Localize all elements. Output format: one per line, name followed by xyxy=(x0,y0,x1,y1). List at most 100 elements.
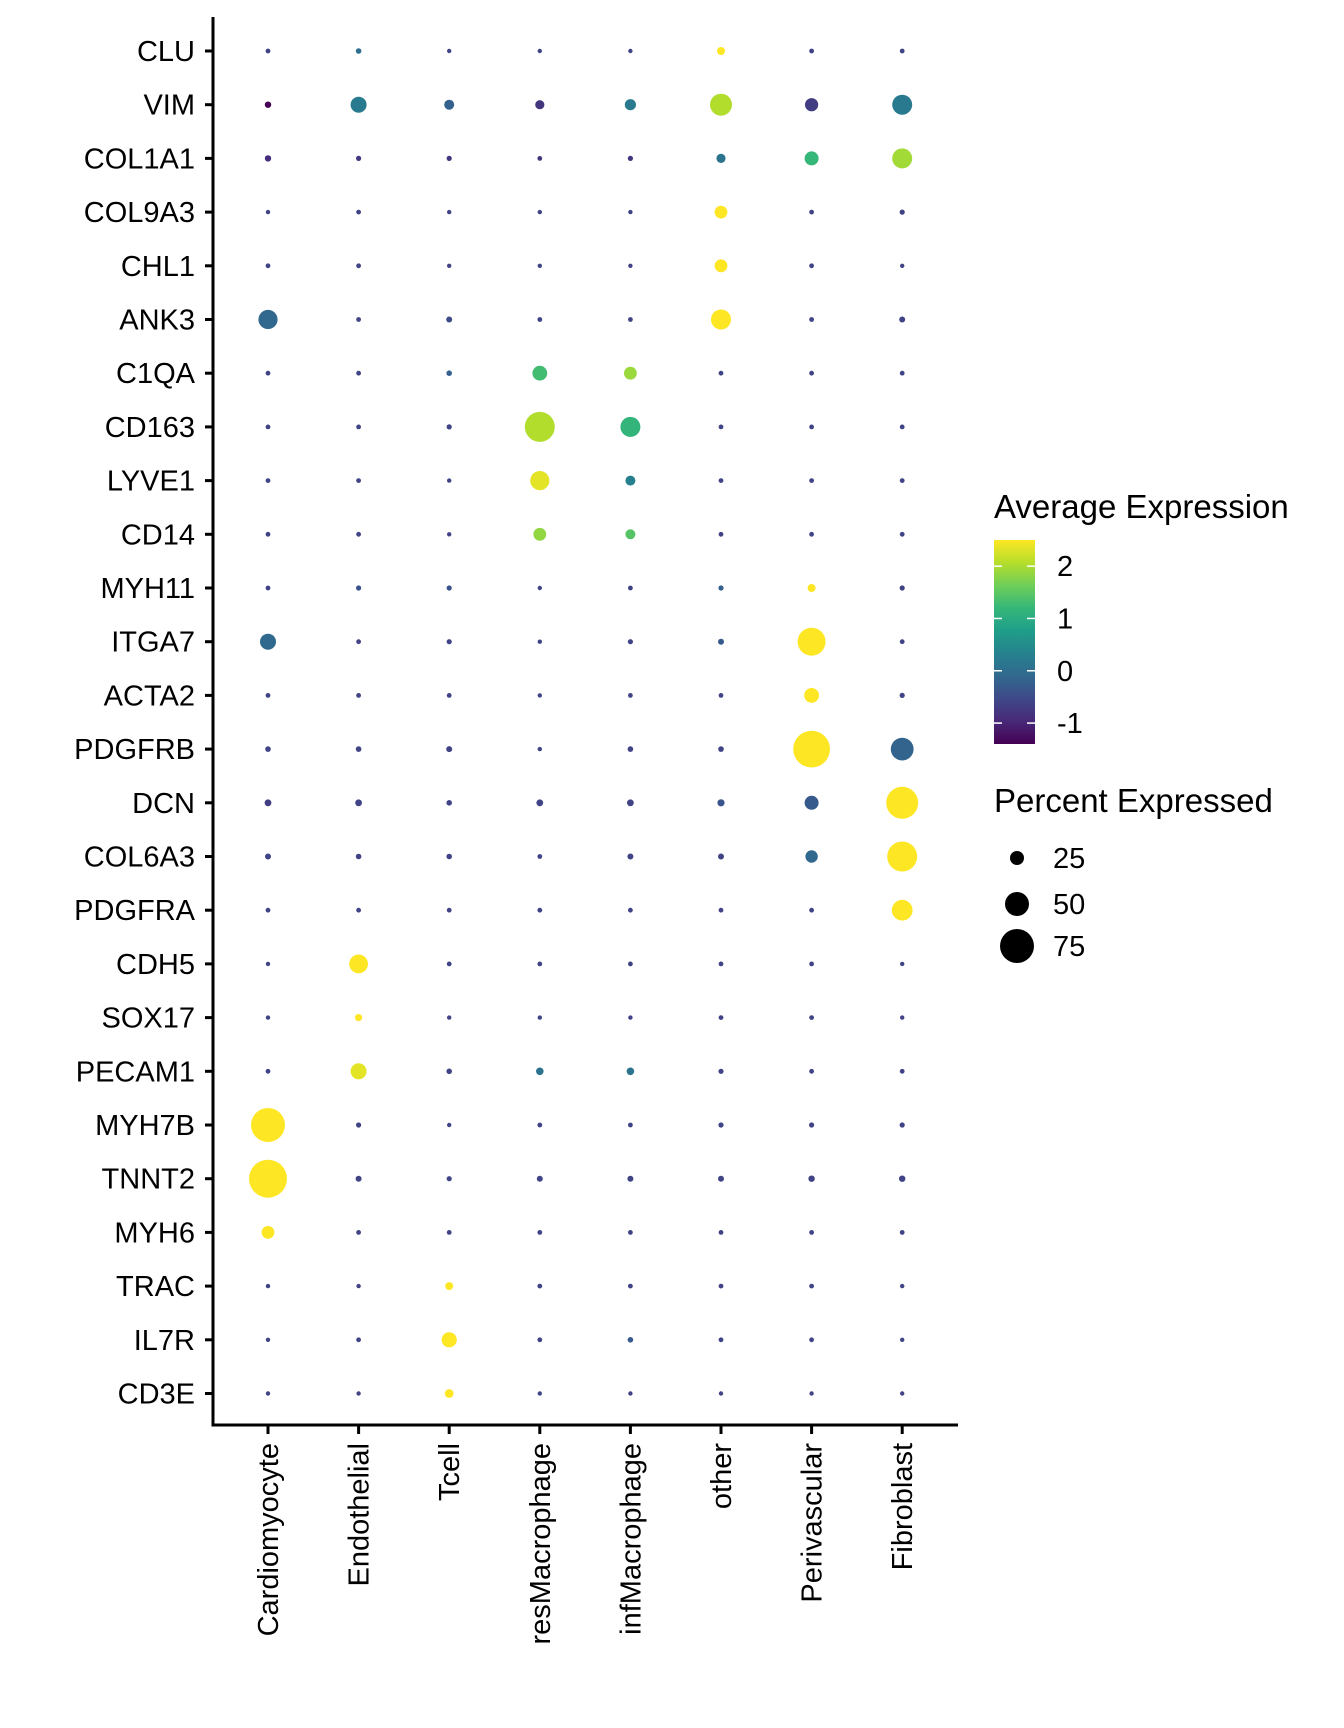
dot-PDGFRB-Cardiomyocyte xyxy=(265,746,271,752)
y-tick-label: LYVE1 xyxy=(107,466,195,498)
dot-CD3E-Cardiomyocyte xyxy=(265,1391,271,1396)
x-axis-ticks: Cardiomyocyte Endothelial Tcell resMacropha… xyxy=(253,1425,919,1645)
dot-CD163-resMacrophage xyxy=(524,411,555,442)
dot-CLU-Fibroblast xyxy=(899,48,905,54)
dot-SOX17-infMacrophage xyxy=(628,1015,633,1020)
dot-ACTA2-resMacrophage xyxy=(537,693,542,698)
dot-CDH5-resMacrophage xyxy=(537,961,543,967)
y-tick-label: MYH11 xyxy=(100,573,195,605)
dot-IL7R-other xyxy=(718,1337,724,1343)
dot-PECAM1-Perivascular xyxy=(809,1068,814,1074)
y-tick-label: PECAM1 xyxy=(76,1056,195,1088)
size-legend-dot xyxy=(1000,929,1034,963)
dot-CD14-Cardiomyocyte xyxy=(265,531,271,537)
dot-MYH7B-Cardiomyocyte xyxy=(251,1108,285,1142)
dot-CHL1-Perivascular xyxy=(809,263,814,269)
dot-TRAC-Cardiomyocyte xyxy=(265,1283,271,1289)
colorbar-tick-label: -1 xyxy=(1057,708,1083,740)
dot-COL1A1-Tcell xyxy=(446,155,452,161)
dot-COL9A3-Tcell xyxy=(447,209,452,215)
dot-PECAM1-Endothelial xyxy=(350,1063,367,1080)
dot-PECAM1-resMacrophage xyxy=(536,1067,544,1076)
dot-CD3E-resMacrophage xyxy=(537,1391,542,1396)
dot-CD163-Fibroblast xyxy=(899,424,905,430)
dot-TNNT2-Fibroblast xyxy=(899,1175,906,1182)
x-tick-label: Perivascular xyxy=(797,1443,829,1603)
dot-SOX17-Tcell xyxy=(447,1015,452,1020)
dot-CLU-Perivascular xyxy=(809,48,814,54)
dot-MYH7B-infMacrophage xyxy=(628,1122,633,1128)
dot-DCN-infMacrophage xyxy=(627,799,634,807)
dot-TNNT2-Cardiomyocyte xyxy=(249,1159,287,1198)
dot-CD14-resMacrophage xyxy=(533,527,547,541)
y-tick-label: DCN xyxy=(132,788,195,820)
size-legend: Percent Expressed 25 50 75 xyxy=(994,782,1273,963)
y-tick-label: CD163 xyxy=(105,412,195,444)
dot-DCN-Fibroblast xyxy=(886,786,919,819)
dot-CDH5-infMacrophage xyxy=(628,961,633,967)
dot-SOX17-Cardiomyocyte xyxy=(265,1015,271,1020)
colorbar xyxy=(994,540,1035,744)
dot-TRAC-Fibroblast xyxy=(900,1283,905,1289)
dot-ANK3-infMacrophage xyxy=(628,317,633,322)
dot-LYVE1-other xyxy=(718,478,724,483)
dot-MYH6-infMacrophage xyxy=(628,1230,633,1235)
dot-PECAM1-Fibroblast xyxy=(899,1068,905,1074)
x-tick-label: Tcell xyxy=(434,1443,466,1501)
dot-MYH11-Fibroblast xyxy=(899,585,905,591)
dot-MYH6-Tcell xyxy=(446,1230,452,1235)
dot-COL6A3-other xyxy=(718,853,724,860)
dot-DCN-other xyxy=(717,799,725,807)
dot-DCN-Tcell xyxy=(446,800,453,806)
dot-COL1A1-other xyxy=(716,153,726,163)
dot-MYH11-Perivascular xyxy=(807,584,816,592)
colorbar-ticks: 2 1 0 -1 xyxy=(994,551,1083,740)
dot-CD163-other xyxy=(718,424,724,430)
y-tick-label: CD3E xyxy=(118,1379,195,1411)
size-legend-label: 75 xyxy=(1053,931,1085,963)
color-legend: Average Expression 2 1 0 -1 xyxy=(994,488,1289,744)
dot-MYH11-Endothelial xyxy=(356,585,362,591)
dot-CHL1-Cardiomyocyte xyxy=(265,263,271,269)
dot-MYH6-Endothelial xyxy=(356,1230,361,1235)
dot-LYVE1-infMacrophage xyxy=(625,475,636,486)
dot-ANK3-Perivascular xyxy=(809,317,814,322)
dot-CD163-Cardiomyocyte xyxy=(265,424,271,430)
dot-MYH11-Tcell xyxy=(446,585,452,591)
dot-ACTA2-Fibroblast xyxy=(899,692,905,699)
x-tick-label: Fibroblast xyxy=(887,1443,919,1570)
dot-COL1A1-Perivascular xyxy=(804,151,819,166)
dot-C1QA-Fibroblast xyxy=(899,370,905,376)
dot-PDGFRB-Fibroblast xyxy=(890,737,914,761)
dot-MYH7B-Tcell xyxy=(447,1122,452,1128)
colorbar-tick-label: 1 xyxy=(1057,603,1073,635)
dot-TRAC-Endothelial xyxy=(356,1283,361,1289)
dot-COL9A3-Fibroblast xyxy=(899,209,905,215)
dot-ITGA7-Fibroblast xyxy=(899,639,905,645)
y-tick-label: CHL1 xyxy=(121,251,195,283)
dot-TRAC-resMacrophage xyxy=(537,1283,543,1289)
dot-MYH11-Cardiomyocyte xyxy=(265,585,271,591)
dot-PDGFRA-resMacrophage xyxy=(537,907,543,913)
dot-LYVE1-Perivascular xyxy=(809,478,814,483)
dot-VIM-Perivascular xyxy=(805,98,819,112)
dot-COL6A3-resMacrophage xyxy=(537,854,543,859)
dot-CD14-Fibroblast xyxy=(899,531,905,537)
dot-PECAM1-Tcell xyxy=(446,1068,453,1075)
dot-CD14-other xyxy=(718,531,724,537)
dot-CLU-resMacrophage xyxy=(537,48,542,54)
y-tick-label: COL6A3 xyxy=(84,842,195,874)
y-tick-label: MYH6 xyxy=(114,1217,195,1249)
dot-COL9A3-resMacrophage xyxy=(537,209,542,215)
dot-PDGFRA-other xyxy=(718,907,724,913)
dot-COL1A1-resMacrophage xyxy=(537,156,543,161)
dot-CDH5-Tcell xyxy=(446,961,452,967)
y-tick-label: C1QA xyxy=(116,358,196,390)
y-tick-label: CD14 xyxy=(121,519,195,551)
dot-COL6A3-Perivascular xyxy=(805,850,818,863)
dot-MYH6-resMacrophage xyxy=(537,1230,543,1235)
dot-VIM-Tcell xyxy=(444,99,455,110)
dot-TRAC-infMacrophage xyxy=(628,1283,633,1289)
dot-CHL1-Tcell xyxy=(447,263,452,268)
dot-CD3E-Perivascular xyxy=(809,1391,814,1396)
